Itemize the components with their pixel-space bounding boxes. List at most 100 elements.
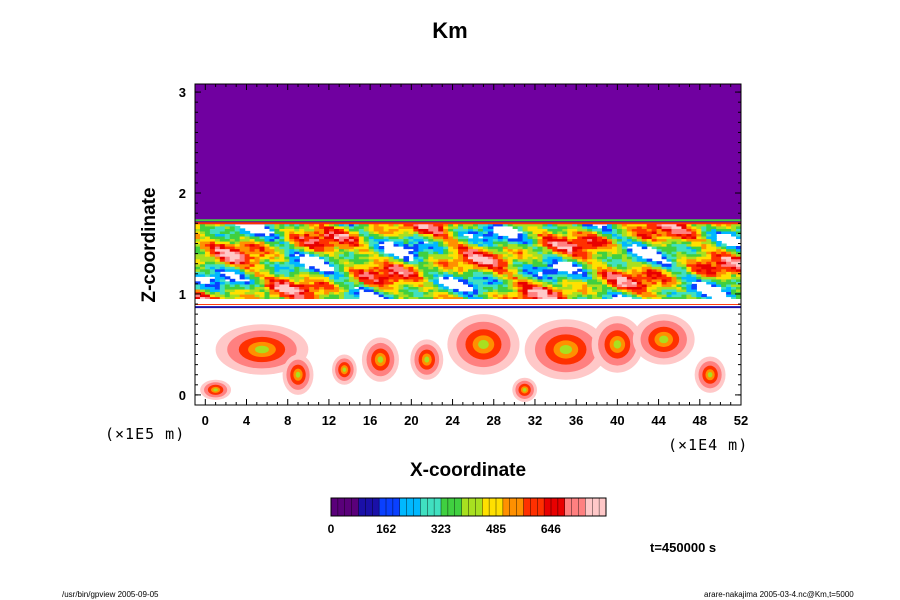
field-cell (482, 225, 489, 229)
field-cell (443, 273, 449, 277)
field-cell (621, 271, 628, 275)
field-cell (279, 223, 285, 227)
field-cell (254, 256, 261, 260)
field-cell (502, 271, 509, 275)
field-cell (304, 230, 310, 234)
field-cell (428, 248, 434, 252)
field-cell (731, 278, 737, 282)
field-cell (378, 293, 385, 298)
field-cell (626, 273, 633, 277)
field-cell (343, 278, 350, 282)
field-cell (204, 228, 211, 232)
field-cell (338, 273, 345, 277)
field-cell (428, 258, 434, 262)
field-cell (443, 243, 449, 247)
field-cell (289, 251, 295, 255)
field-cell (229, 246, 236, 250)
field-cell (338, 286, 345, 290)
field-cell (244, 233, 251, 237)
field-cell (472, 283, 479, 287)
field-cell (537, 238, 544, 242)
field-cell (403, 291, 410, 295)
field-cell (468, 248, 474, 252)
field-cell (388, 288, 395, 293)
field-cell (433, 258, 439, 262)
field-cell (363, 268, 370, 272)
field-cell (582, 233, 588, 237)
field-cell (423, 246, 429, 250)
field-cell (408, 291, 414, 295)
field-cell (736, 233, 741, 237)
field-cell (497, 286, 504, 290)
field-cell (428, 296, 434, 300)
field-cell (368, 240, 375, 245)
field-cell (572, 278, 578, 282)
field-cell (229, 263, 236, 267)
field-cell (338, 235, 345, 240)
field-cell (602, 230, 608, 234)
field-cell (552, 251, 558, 255)
field-cell (398, 296, 405, 300)
field-cell (616, 238, 623, 242)
field-cell (497, 246, 504, 250)
field-cell (557, 281, 563, 285)
field-cell (279, 230, 285, 234)
field-cell (333, 286, 340, 290)
field-cell (567, 223, 573, 227)
field-cell (343, 258, 350, 262)
field-cell (602, 251, 608, 255)
field-cell (701, 246, 707, 250)
field-cell (284, 283, 290, 287)
field-cell (696, 230, 702, 234)
field-cell (492, 286, 499, 290)
field-cell (264, 278, 271, 282)
field-cell (537, 276, 544, 280)
field-cell (448, 258, 454, 262)
field-cell (472, 273, 479, 277)
field-cell (587, 238, 593, 242)
field-cell (299, 263, 305, 267)
field-cell (626, 266, 633, 270)
field-cell (329, 233, 335, 237)
field-cell (671, 248, 678, 252)
field-cell (557, 246, 563, 250)
field-cell (458, 238, 464, 242)
field-cell (736, 291, 741, 295)
field-cell (661, 266, 668, 270)
field-cell (378, 253, 385, 257)
colorbar-cell (523, 498, 531, 516)
field-cell (358, 273, 365, 277)
field-cell (363, 223, 370, 227)
field-cell (214, 238, 221, 242)
field-cell (423, 225, 429, 229)
field-cell (309, 278, 315, 282)
field-cell (651, 235, 658, 240)
field-cell (577, 240, 583, 245)
field-cell (696, 233, 702, 237)
field-cell (592, 246, 598, 250)
field-cell (274, 273, 280, 277)
field-cell (731, 276, 737, 280)
field-cell (453, 273, 459, 277)
field-cell (279, 225, 285, 229)
field-cell (686, 235, 692, 240)
field-cell (234, 251, 241, 255)
field-cell (309, 243, 315, 247)
field-cell (686, 276, 692, 280)
colorbar-cell (413, 498, 421, 516)
field-cell (239, 243, 246, 247)
field-cell (408, 238, 414, 242)
field-cell (294, 238, 300, 242)
field-cell (656, 291, 663, 295)
field-cell (393, 238, 400, 242)
field-cell (294, 281, 300, 285)
field-cell (537, 248, 544, 252)
field-cell (423, 261, 429, 265)
field-cell (274, 278, 280, 282)
field-cell (492, 266, 499, 270)
field-cell (522, 240, 529, 245)
field-cell (383, 266, 390, 270)
field-cell (522, 291, 529, 295)
field-cell (388, 238, 395, 242)
field-cell (338, 288, 345, 293)
